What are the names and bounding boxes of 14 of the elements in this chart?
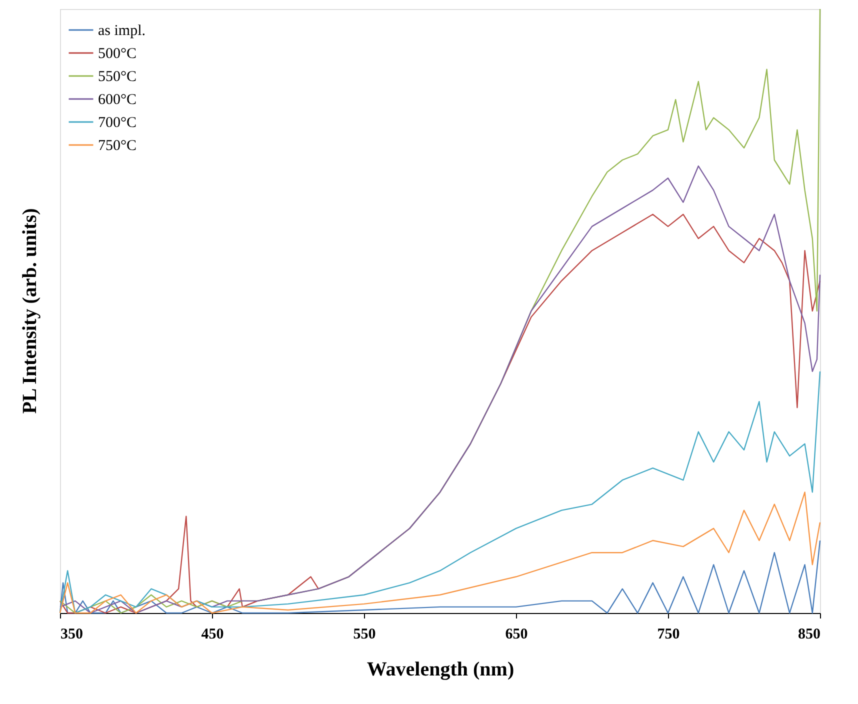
x-tick-label: 450: [201, 626, 224, 642]
legend-label: 500°C: [98, 46, 137, 62]
legend-label: 700°C: [98, 115, 137, 131]
x-axis-title: Wavelength (nm): [366, 658, 514, 680]
x-tick-label: 650: [505, 626, 528, 642]
legend-label: 600°C: [98, 92, 137, 108]
x-tick-label: 350: [60, 626, 83, 642]
x-tick-label: 850: [798, 626, 820, 642]
legend-label: 550°C: [98, 69, 137, 85]
x-tick-label: 550: [353, 626, 376, 642]
x-tick-label: 750: [657, 626, 680, 642]
legend-label: 750°C: [98, 138, 137, 154]
y-axis-title: PL Intensity (arb. units): [19, 208, 41, 414]
legend-label: as impl.: [98, 23, 146, 39]
